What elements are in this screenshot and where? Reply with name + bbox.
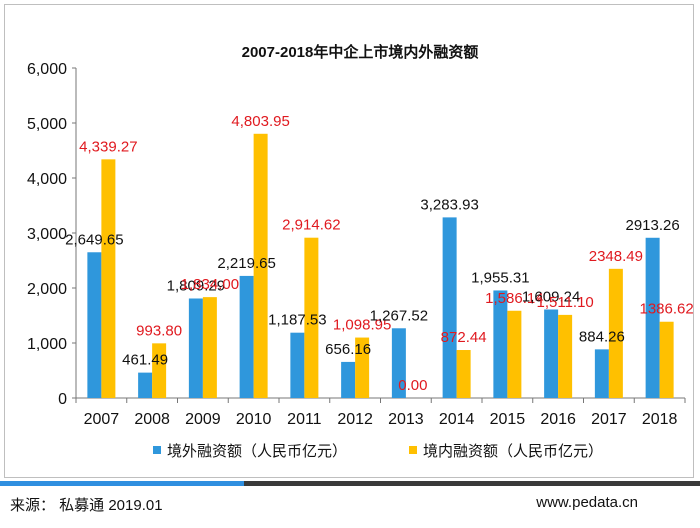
x-tick-label: 2017	[591, 411, 627, 428]
chart-title: 2007-2018年中企上市境内外融资额	[242, 43, 479, 61]
data-label-overseas: 656.16	[325, 341, 371, 358]
x-tick-label: 2012	[337, 411, 373, 428]
bar-overseas	[239, 275, 254, 398]
bar-domestic	[659, 321, 674, 398]
x-tick-label: 2008	[134, 411, 170, 428]
data-label-domestic: 1,098.95	[333, 317, 391, 334]
legend-swatch-overseas	[153, 446, 161, 454]
chart-frame: 2007-2018年中企上市境内外融资额 0 1,000 2,000 3,000 4,00…	[4, 4, 694, 478]
x-tick-label: 2013	[388, 411, 424, 428]
data-label-overseas: 461.49	[122, 352, 168, 369]
data-label-domestic: 872.44	[441, 329, 487, 346]
legend-label-domestic: 境内融资额（人民币亿元）	[423, 442, 603, 460]
x-tick-label: 2007	[84, 411, 120, 428]
data-label-domestic: 4,803.95	[231, 113, 289, 130]
y-tick-label: 1,000	[27, 336, 67, 353]
footer-divider	[0, 481, 700, 486]
y-tick-label: 2,000	[27, 281, 67, 298]
website-link[interactable]: www.pedata.cn	[536, 494, 638, 511]
data-label-domestic: 1,834.00	[181, 276, 239, 293]
data-label-overseas: 2,649.65	[65, 231, 123, 248]
bar-overseas	[87, 252, 102, 398]
bar-domestic	[608, 268, 623, 398]
data-label-overseas: 1,609.24	[522, 288, 580, 305]
data-label-domestic: 1,586.14	[485, 290, 543, 307]
data-label-overseas: 1,955.31	[471, 269, 529, 286]
bar-domestic	[355, 337, 370, 398]
bar-domestic	[456, 350, 471, 398]
x-tick-label: 2015	[490, 411, 526, 428]
x-tick-label: 2018	[642, 411, 678, 428]
bar-overseas	[645, 237, 660, 398]
x-tick-label: 2014	[439, 411, 475, 428]
data-label-domestic: 4,339.27	[79, 138, 137, 155]
y-tick-label: 4,000	[27, 171, 67, 188]
bar-overseas	[442, 217, 457, 398]
y-tick-label: 6,000	[27, 61, 67, 78]
data-label-domestic: 2,914.62	[282, 217, 340, 234]
data-label-domestic: 1386.62	[640, 301, 694, 318]
bar-overseas	[138, 372, 153, 398]
data-label-domestic: 993.80	[136, 322, 182, 339]
bar-overseas	[391, 328, 406, 398]
bar-domestic	[507, 310, 522, 398]
bar-domestic	[253, 133, 268, 398]
source-note: 来源： 私募通 2019.01	[10, 497, 163, 514]
data-label-overseas: 884.26	[579, 328, 625, 345]
footer-accent	[0, 481, 244, 486]
bar-overseas	[341, 361, 356, 398]
data-label-domestic: 1,511.10	[536, 294, 593, 311]
y-tick-label: 0	[58, 391, 67, 408]
data-label-overseas: 1,187.53	[268, 312, 326, 329]
bar-domestic	[202, 297, 217, 398]
data-label-domestic: 2348.49	[589, 248, 643, 265]
data-label-overseas: 3,283.93	[420, 196, 478, 213]
legend-label-overseas: 境外融资额（人民币亿元）	[167, 442, 347, 460]
x-tick-label: 2011	[287, 411, 322, 428]
x-tick-label: 2016	[540, 411, 576, 428]
y-tick-label: 3,000	[27, 226, 67, 243]
data-label-domestic: 0.00	[398, 377, 427, 394]
bar-overseas	[544, 309, 559, 398]
bar-overseas	[493, 290, 508, 398]
x-tick-label: 2010	[236, 411, 272, 428]
data-label-overseas: 2,219.65	[217, 255, 275, 272]
bar-domestic	[152, 343, 167, 398]
y-tick-label: 5,000	[27, 116, 67, 133]
data-label-overseas: 1,267.52	[370, 307, 428, 324]
bar-domestic	[304, 237, 319, 398]
legend-swatch-domestic	[409, 446, 417, 454]
bar-domestic	[558, 314, 573, 398]
data-label-overseas: 1,809.29	[167, 277, 225, 294]
data-label-overseas: 2913.26	[626, 217, 680, 234]
chart-svg: 2007-2018年中企上市境内外融资额 0 1,000 2,000 3,000 4,00…	[27, 43, 694, 460]
bar-overseas	[188, 298, 203, 398]
bar-overseas	[594, 349, 609, 398]
bar-domestic	[101, 159, 116, 398]
x-tick-label: 2009	[185, 411, 221, 428]
bar-overseas	[290, 332, 305, 398]
